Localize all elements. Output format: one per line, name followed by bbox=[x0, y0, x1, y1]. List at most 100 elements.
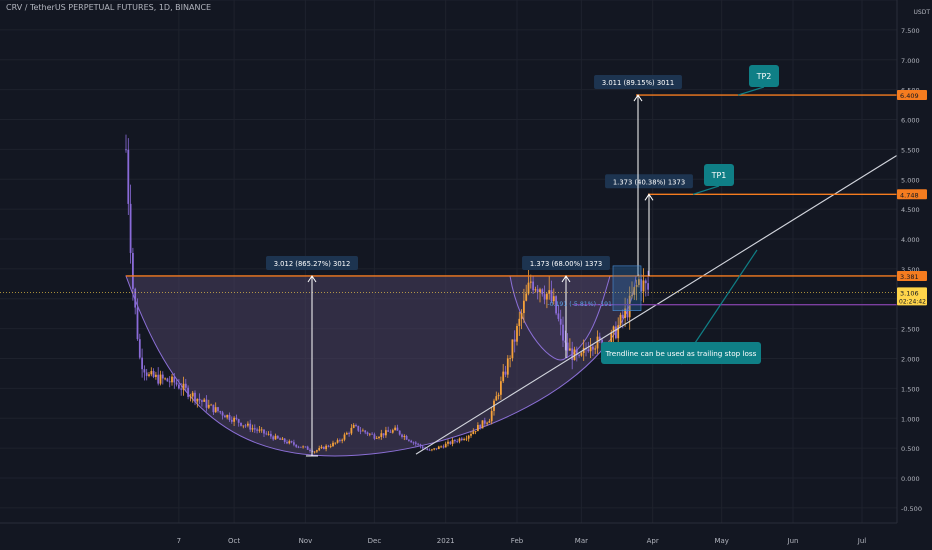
candle-body bbox=[251, 428, 254, 430]
candle-body bbox=[134, 288, 137, 308]
candle-body bbox=[419, 444, 422, 447]
x-tick-label: Apr bbox=[647, 537, 659, 545]
cup-handle-area bbox=[509, 275, 611, 361]
candle-body bbox=[615, 326, 617, 339]
candle-body bbox=[532, 281, 534, 291]
candle-body bbox=[345, 433, 348, 435]
candle-body bbox=[477, 424, 479, 432]
candle-body bbox=[504, 371, 507, 375]
measure-arrowhead bbox=[633, 94, 643, 102]
candle-body bbox=[396, 427, 399, 431]
candle-body bbox=[527, 282, 530, 294]
candle-body bbox=[309, 449, 311, 451]
candle-body bbox=[359, 430, 362, 432]
candle-body bbox=[569, 348, 571, 351]
x-tick-label: Feb bbox=[511, 537, 524, 545]
candle-body bbox=[313, 451, 316, 453]
candle-body bbox=[525, 293, 528, 301]
candle-body bbox=[502, 371, 505, 382]
candle-body bbox=[506, 358, 509, 375]
candle-body bbox=[612, 326, 615, 333]
small-measure-label: -0.191 (-5.81%) -191 bbox=[547, 301, 612, 308]
candle-body bbox=[281, 438, 284, 440]
candle-body bbox=[596, 336, 599, 349]
candle-body bbox=[343, 434, 346, 440]
candle-body bbox=[617, 325, 620, 339]
candle-body bbox=[382, 433, 385, 436]
candle-body bbox=[233, 417, 235, 422]
candle-body bbox=[336, 440, 339, 443]
price-tag-text: 6.409 bbox=[900, 92, 919, 100]
price-tag-text: 3.106 bbox=[900, 289, 919, 297]
candle-body bbox=[433, 448, 436, 450]
candle-body bbox=[513, 339, 516, 342]
candle-body bbox=[362, 430, 364, 432]
candle-body bbox=[171, 376, 173, 383]
candle-body bbox=[293, 442, 295, 445]
candle-body bbox=[486, 422, 488, 424]
candle-body bbox=[557, 313, 560, 319]
candle-body bbox=[518, 318, 521, 327]
candle-body bbox=[592, 346, 594, 350]
y-tick-label: 2.500 bbox=[901, 326, 920, 334]
candle-body bbox=[394, 427, 396, 431]
price-axis: 7.5007.0006.5006.0005.5005.0004.5004.000… bbox=[896, 0, 932, 550]
y-tick-label: 6.000 bbox=[901, 117, 920, 125]
candle-body bbox=[483, 420, 486, 424]
candle-body bbox=[168, 381, 171, 383]
y-tick-label: 2.000 bbox=[901, 356, 920, 364]
measure-label: 1.373 (40.38%) 1373 bbox=[613, 178, 685, 186]
candle-body bbox=[256, 429, 258, 431]
candle-body bbox=[157, 374, 160, 384]
candle-body bbox=[207, 404, 210, 408]
candle-body bbox=[417, 443, 419, 445]
candle-body bbox=[196, 398, 199, 402]
candle-body bbox=[205, 399, 208, 408]
y-tick-label: 5.500 bbox=[901, 146, 920, 154]
price-tag bbox=[897, 270, 927, 281]
candle-body bbox=[555, 296, 557, 314]
candle-body bbox=[437, 446, 440, 450]
candle-body bbox=[219, 411, 222, 413]
x-tick-label: May bbox=[714, 537, 728, 545]
currency-label: USDT bbox=[914, 9, 931, 16]
x-tick-label: Nov bbox=[299, 537, 313, 545]
candle-body bbox=[228, 414, 231, 420]
callout-pointer bbox=[692, 185, 720, 195]
candle-body bbox=[161, 374, 164, 379]
y-tick-label: 1.500 bbox=[901, 385, 920, 393]
measure-arrowhead bbox=[561, 275, 571, 283]
candle-body bbox=[136, 307, 139, 340]
candle-body bbox=[371, 433, 373, 435]
candle-body bbox=[166, 378, 169, 382]
candle-body bbox=[594, 348, 597, 350]
candle-body bbox=[226, 414, 229, 418]
small-measure: -0.191 (-5.81%) -191 bbox=[547, 265, 642, 312]
candle-body bbox=[414, 442, 417, 444]
candle-body bbox=[339, 440, 341, 441]
measure-label-box bbox=[522, 255, 610, 270]
candle-body bbox=[621, 314, 624, 318]
candle-body bbox=[405, 436, 408, 440]
candle-body bbox=[550, 290, 553, 302]
candle-body bbox=[247, 423, 249, 426]
candle-body bbox=[479, 424, 482, 429]
candle-body bbox=[500, 381, 502, 395]
candle-body bbox=[283, 438, 286, 442]
candle-body bbox=[366, 432, 369, 435]
candle-body bbox=[548, 290, 551, 294]
candle-body bbox=[267, 433, 270, 435]
candle-body bbox=[408, 439, 410, 441]
candle-body bbox=[412, 442, 415, 444]
candle-body bbox=[184, 383, 187, 388]
x-tick-label: Jun bbox=[787, 537, 799, 545]
candle-body bbox=[364, 430, 367, 433]
candle-body bbox=[316, 450, 318, 452]
candle-body bbox=[481, 420, 484, 429]
measure-arrowhead bbox=[307, 275, 317, 283]
candle-body bbox=[472, 431, 475, 435]
candle-body bbox=[221, 412, 224, 416]
candle-body bbox=[214, 407, 217, 413]
